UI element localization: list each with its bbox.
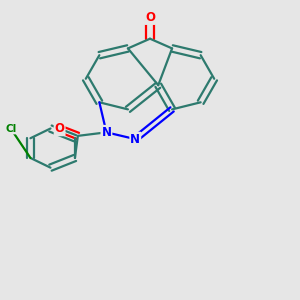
Text: O: O	[145, 11, 155, 24]
Text: Cl: Cl	[5, 124, 16, 134]
Text: O: O	[55, 122, 64, 135]
Text: N: N	[101, 126, 111, 139]
Text: N: N	[130, 133, 140, 146]
